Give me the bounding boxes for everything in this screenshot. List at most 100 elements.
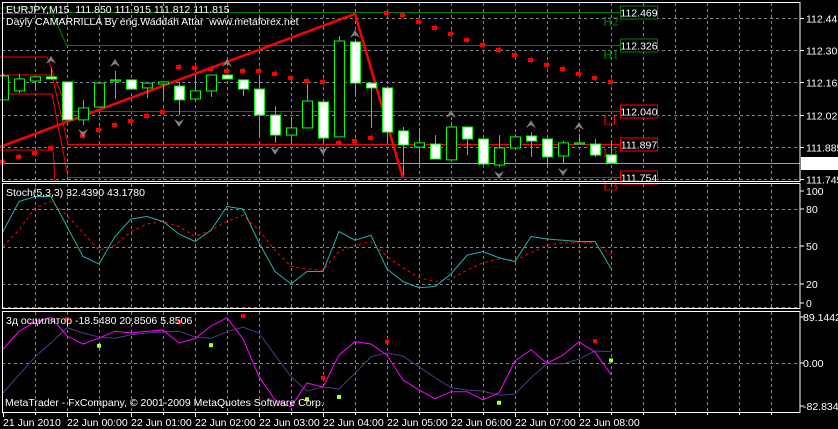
candle-body [590, 143, 601, 156]
fractal-up-icon [574, 121, 584, 130]
osc-down-dot [609, 358, 613, 363]
sar-arrow-icon [160, 108, 166, 117]
fractal-up-icon [446, 109, 456, 118]
current-price-label: 111.815 [805, 159, 838, 171]
osc-down-dot [497, 400, 501, 405]
stoch-axis-label: 50 [806, 241, 818, 253]
candle [414, 127, 425, 165]
candle-body [174, 85, 185, 101]
fractal-down-icon [174, 119, 184, 128]
candle-body [0, 75, 9, 101]
osc-main-line [2, 316, 612, 408]
camarilla-value-box [620, 5, 658, 20]
candle-body [302, 100, 313, 129]
current-price-box [801, 157, 838, 170]
candle-body [494, 147, 505, 166]
sar-arrow-icon [400, 11, 406, 20]
fractal-down-icon [494, 171, 504, 180]
candle-body [430, 143, 441, 160]
camarilla-name: H2 [603, 14, 619, 29]
candle [478, 138, 489, 166]
price-axis-label: 111.745 [806, 175, 838, 187]
candle [286, 116, 297, 143]
candle [270, 106, 281, 143]
candle-body [414, 142, 425, 148]
time-axis-label: 22 Jun 01:00 [131, 417, 192, 429]
candle [446, 121, 457, 161]
sar-arrow-icon [192, 63, 198, 72]
candle-body [142, 82, 153, 89]
candle [462, 126, 473, 156]
previous-level-line [0, 149, 56, 183]
sar-arrow-icon [336, 138, 342, 147]
previous-level-line [0, 93, 69, 178]
candle-body [558, 142, 569, 157]
candle [238, 79, 249, 96]
candle [558, 141, 569, 165]
sar-arrow-icon [608, 77, 614, 86]
camarilla-value-box [620, 104, 658, 119]
time-axis-label: 21 Jun 2010 [3, 417, 61, 429]
price-axis-label: 111.885 [806, 143, 838, 155]
candle-body [254, 88, 265, 116]
camarilla-name: L1 [603, 113, 617, 128]
osc-up-dot [241, 314, 245, 319]
candle-body [62, 81, 73, 121]
oscillator-pane [2, 314, 613, 408]
candle [350, 41, 361, 97]
sar-arrow-icon [304, 77, 310, 86]
camarilla-value-box [620, 38, 658, 53]
fractal-up-icon [350, 29, 360, 38]
time-axis-label: 22 Jun 05:00 [387, 417, 448, 429]
time-axis-label: 22 Jun 04:00 [323, 417, 384, 429]
osc-axis-label: 0.00 [803, 358, 824, 370]
time-axis-label: 22 Jun 08:00 [579, 417, 640, 429]
fractal-up-icon [110, 58, 120, 67]
candle-body [350, 41, 361, 84]
candle-body [46, 76, 57, 80]
osc-down-dot [209, 343, 213, 348]
camarilla-name: H1 [603, 47, 619, 62]
fractal-down-icon [558, 168, 568, 177]
candle [142, 82, 153, 99]
candle-body [94, 82, 105, 108]
candle-body [238, 79, 249, 90]
fractal-down-icon [318, 146, 328, 155]
price-axis-label: 112.165 [806, 78, 838, 90]
candle-body [462, 126, 473, 140]
candle-body [398, 130, 409, 146]
candle [62, 81, 73, 121]
candle [382, 86, 393, 142]
sar-arrow-icon [144, 111, 150, 120]
candle-body [110, 79, 121, 82]
candle [94, 82, 105, 108]
osc-axis-label: -82.8349 [803, 401, 838, 413]
candle [46, 67, 57, 80]
candle-body [478, 138, 489, 165]
candle-body [366, 82, 377, 89]
candle [606, 139, 617, 164]
candle [366, 82, 377, 128]
grid [2, 3, 800, 412]
candle-body [158, 81, 169, 85]
fractal-up-icon [526, 120, 536, 129]
osc-up-dot [385, 339, 389, 344]
candle [334, 35, 345, 138]
candle [318, 98, 329, 143]
candle [190, 75, 201, 102]
osc-up-dot [65, 317, 69, 322]
stoch-title: Stoch(5,3,3) 32.4390 43.1780 [6, 187, 145, 199]
sar-arrow-icon [32, 149, 38, 158]
candle-body [446, 126, 457, 161]
camarilla-value: 111.754 [621, 173, 658, 185]
price-pane [0, 8, 617, 180]
symbol-info: EURJPY,M15 111.850 111.915 111.812 111.8… [6, 4, 230, 16]
pane-border [2, 311, 801, 413]
candle-body [286, 127, 297, 136]
osc-up-dot [593, 339, 597, 344]
candle [78, 99, 89, 125]
sar-arrow-icon [416, 17, 422, 26]
